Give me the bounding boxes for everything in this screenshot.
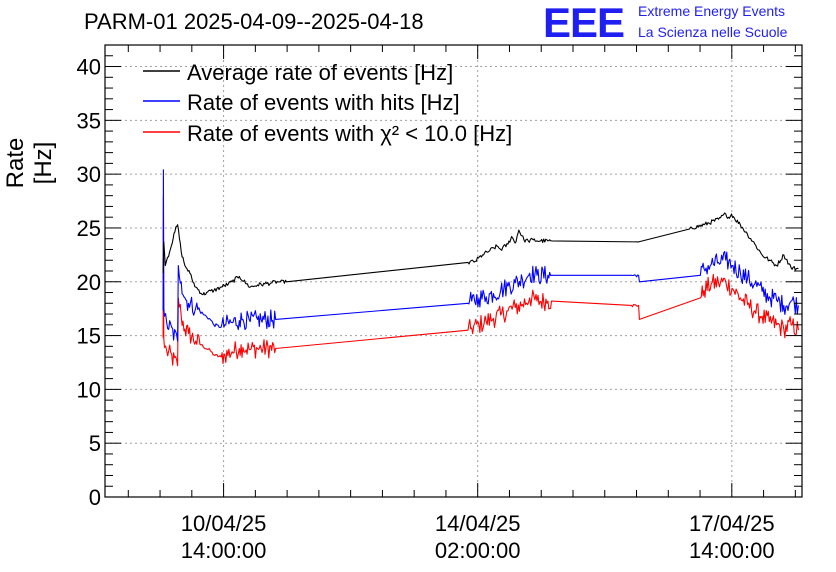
- axis-ticks: [105, 44, 802, 498]
- x-tick-label-date: 10/04/25: [181, 511, 267, 536]
- y-tick-label: 0: [89, 485, 101, 510]
- y-tick-label: 10: [77, 377, 101, 402]
- logo-line-2: La Scienza nelle Scuole: [638, 24, 788, 40]
- x-tick-label-time: 14:00:00: [689, 538, 775, 563]
- legend: Average rate of events [Hz] Rate of event…: [143, 60, 512, 146]
- y-tick-label: 20: [77, 270, 101, 295]
- x-tick-labels: 10/04/2514:00:0014/04/2502:00:0017/04/25…: [181, 511, 775, 563]
- x-tick-label-time: 02:00:00: [435, 538, 521, 563]
- logo-line-1: Extreme Energy Events: [638, 3, 786, 19]
- chart-title: PARM-01 2025-04-09--2025-04-18: [84, 9, 424, 34]
- y-tick-label: 5: [89, 431, 101, 456]
- series-line-1: [162, 169, 799, 342]
- legend-label-2: Rate of events with χ² < 10.0 [Hz]: [187, 121, 512, 146]
- y-tick-label: 35: [77, 108, 101, 133]
- legend-label-0: Average rate of events [Hz]: [187, 60, 453, 85]
- y-tick-label: 25: [77, 216, 101, 241]
- series-layer: [162, 169, 799, 367]
- legend-label-1: Rate of events with hits [Hz]: [187, 90, 460, 115]
- series-line-0: [162, 212, 799, 296]
- x-tick-label-date: 17/04/25: [689, 511, 775, 536]
- series-line-2: [162, 196, 799, 367]
- x-tick-label-time: 14:00:00: [181, 538, 267, 563]
- y-tick-label: 30: [77, 162, 101, 187]
- y-axis-label: Rate [Hz]: [2, 137, 57, 189]
- y-tick-labels: 0 5 10 15 20 25 30 35 40: [77, 55, 101, 510]
- eee-logo: EEE: [543, 0, 625, 46]
- y-tick-label: 40: [77, 55, 101, 80]
- x-tick-label-date: 14/04/25: [435, 511, 521, 536]
- y-tick-label: 15: [77, 324, 101, 349]
